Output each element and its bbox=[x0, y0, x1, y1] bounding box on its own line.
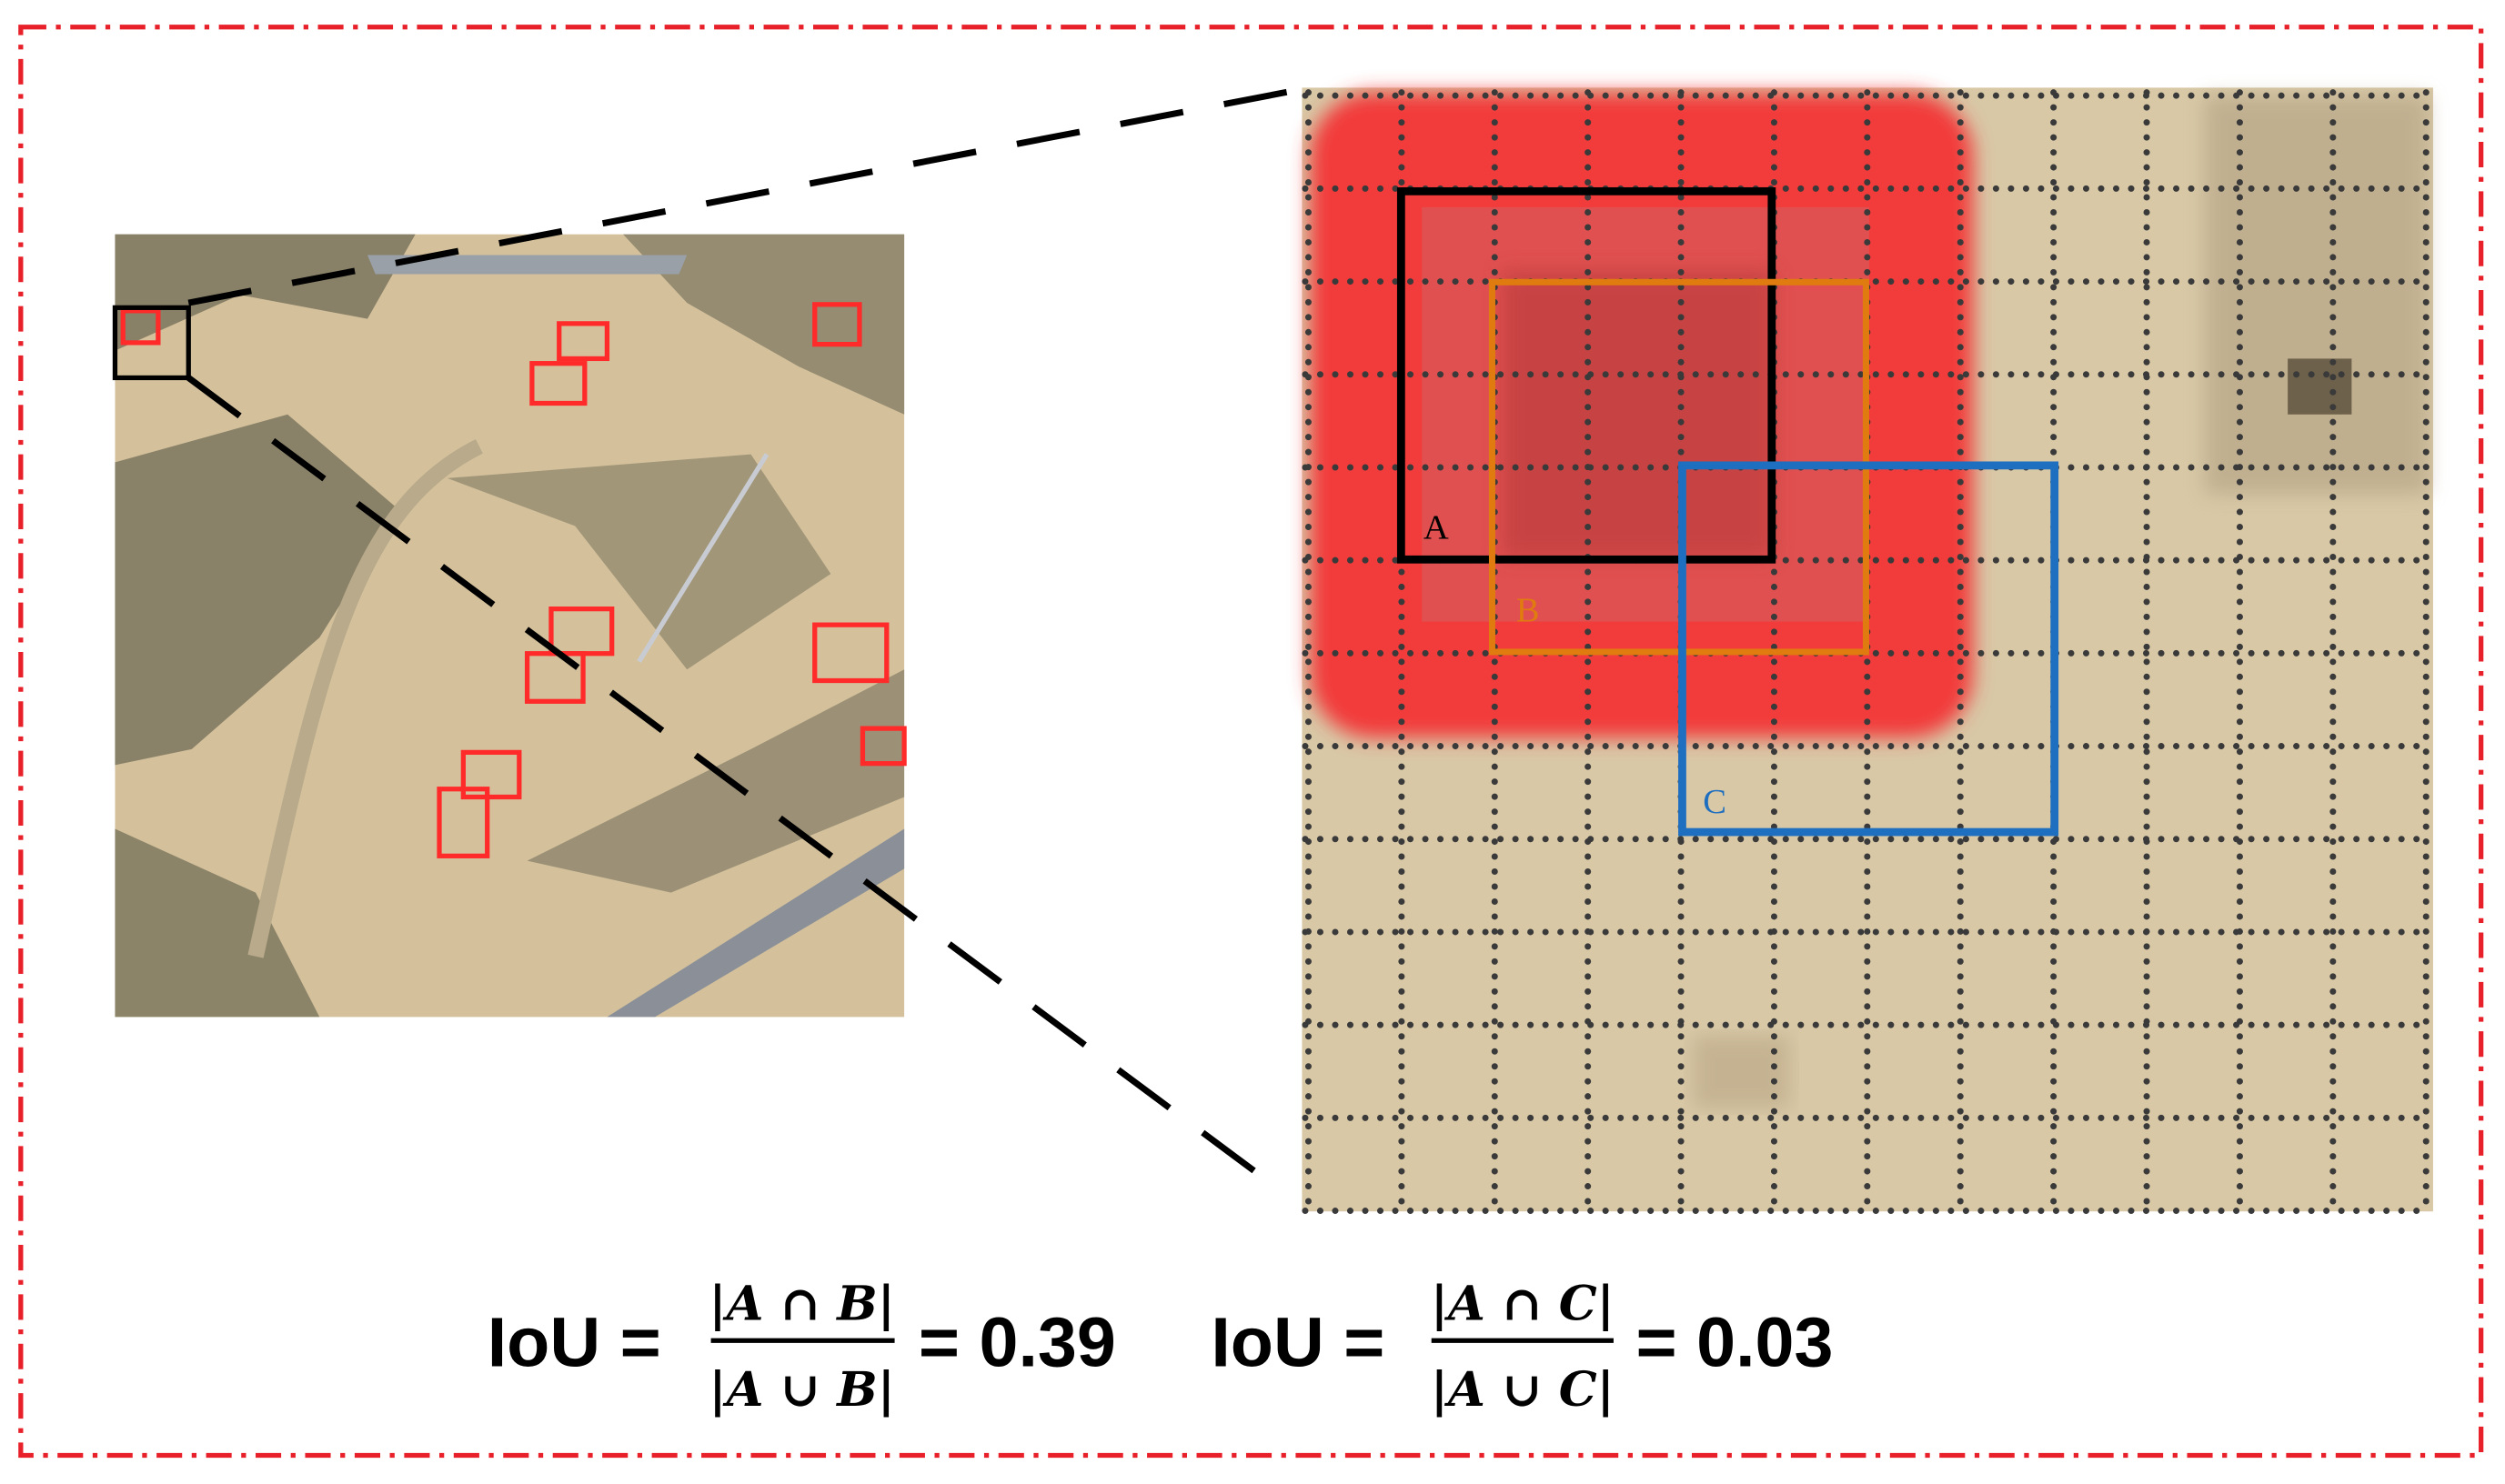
zoom-line bbox=[187, 84, 1311, 306]
outer-border bbox=[18, 25, 2484, 1459]
numerator: |A ∩ B| bbox=[709, 1276, 895, 1331]
formula: IoU = |A ∩ B| |A ∪ B| = 0.39 bbox=[488, 1276, 1116, 1418]
formula-lhs: IoU = bbox=[488, 1303, 661, 1381]
box-label: A bbox=[1424, 509, 1449, 547]
formula-result: = 0.39 bbox=[919, 1303, 1116, 1381]
denominator: |A ∪ B| bbox=[709, 1362, 895, 1418]
box-label: C bbox=[1703, 783, 1726, 821]
formula: IoU = |A ∩ C| |A ∪ C| = 0.03 bbox=[1211, 1276, 1833, 1418]
aerial-image bbox=[112, 234, 907, 1018]
numerator: |A ∩ C| bbox=[1431, 1276, 1615, 1331]
formula-lhs: IoU = bbox=[1211, 1303, 1384, 1381]
zoom-line bbox=[186, 375, 1273, 1186]
box-label: B bbox=[1516, 592, 1540, 630]
zoom-box bbox=[112, 305, 191, 381]
box-c bbox=[1678, 461, 2059, 837]
box-a bbox=[1396, 186, 1776, 564]
denominator: |A ∪ C| bbox=[1431, 1362, 1615, 1418]
formula-result: = 0.03 bbox=[1636, 1303, 1834, 1381]
